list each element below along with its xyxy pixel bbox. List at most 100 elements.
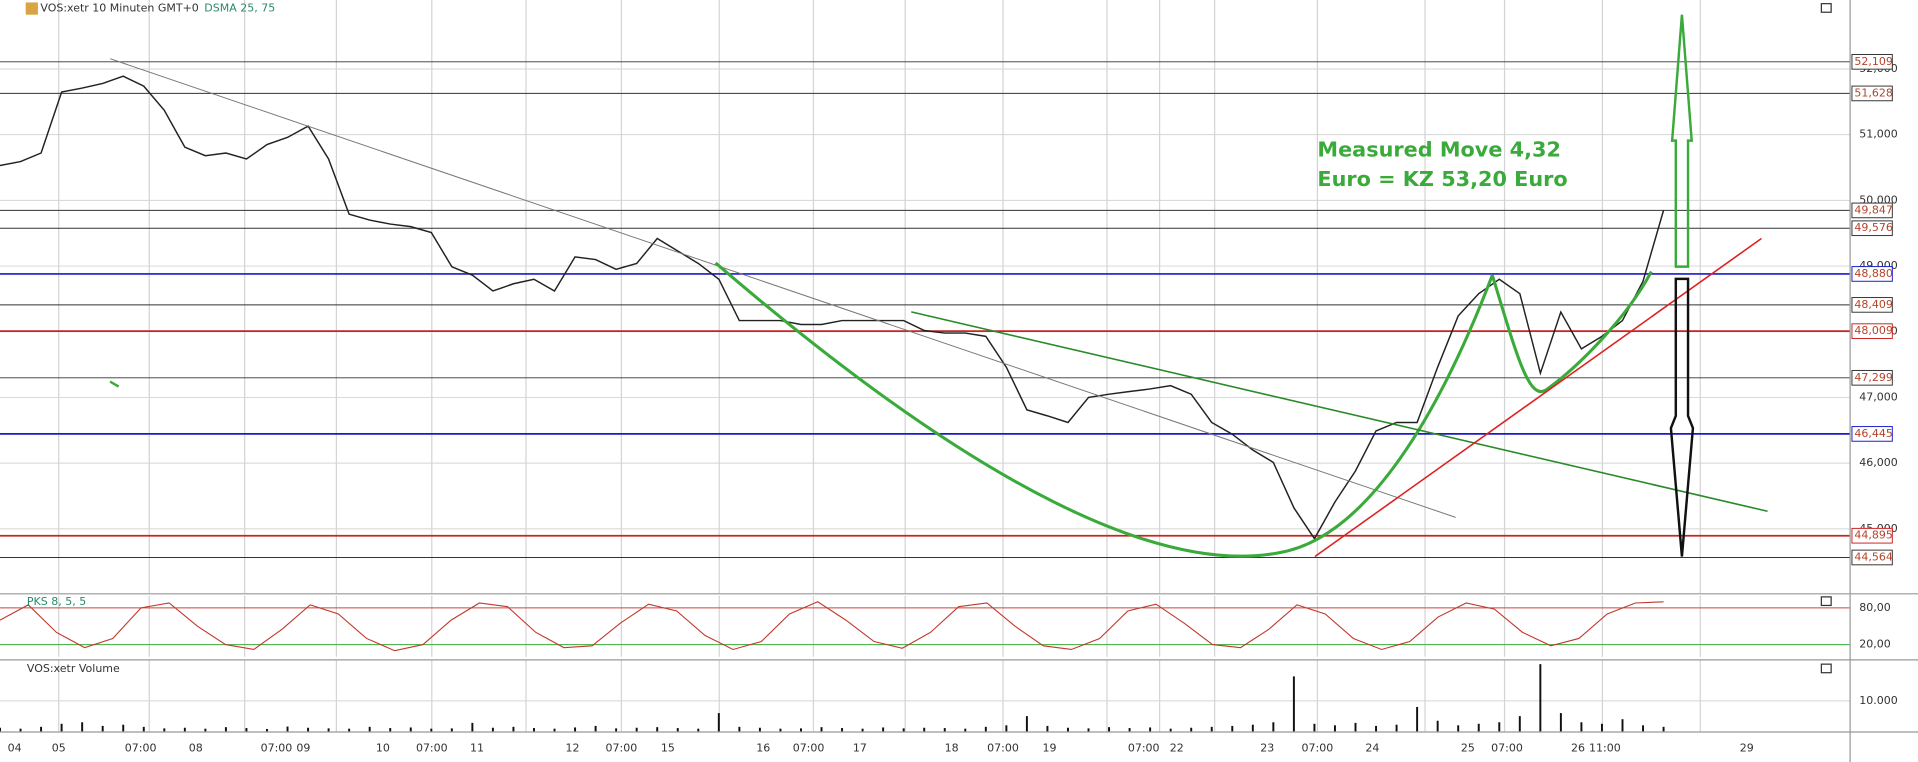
volume-bar: [183, 727, 186, 732]
level-label-box: [1851, 426, 1893, 442]
level-label-box: [1851, 266, 1893, 282]
drawings: [109, 14, 1768, 558]
volume-bar: [1190, 727, 1193, 732]
volume-bar: [738, 726, 741, 732]
volume-bar: [1477, 723, 1480, 732]
volume-bar: [1354, 722, 1357, 732]
symbol-icon[interactable]: [25, 2, 38, 15]
x-tick-label: 05: [52, 742, 66, 755]
level-label-box: [1851, 369, 1893, 386]
volume-bar: [1169, 728, 1172, 732]
volume-bar: [286, 726, 289, 732]
volume-bar: [574, 727, 577, 732]
x-tick-label: 07:00: [416, 742, 448, 755]
volume-bar: [1231, 725, 1234, 732]
volume-bar: [1416, 706, 1419, 732]
volume-bar: [163, 728, 166, 732]
x-tick-label: 23: [1260, 742, 1274, 755]
volume-bar: [1333, 725, 1336, 732]
volume-bar: [635, 727, 638, 732]
x-tick-label: 29: [1740, 742, 1754, 755]
volume-bar: [430, 728, 433, 732]
panel-title: VOS:xetr Volume: [27, 662, 120, 675]
volume-bar: [60, 723, 63, 732]
volume-bar: [224, 727, 227, 732]
volume-bar: [964, 728, 967, 732]
x-tick-label: 07:00: [606, 742, 638, 755]
volume-bar: [266, 728, 268, 732]
volume-bar: [717, 713, 720, 732]
y-tick-label: 20,00: [1859, 638, 1891, 651]
x-tick-label: 07:00: [125, 742, 157, 755]
volume-bar: [1580, 722, 1583, 732]
level-label: 49,847: [1854, 203, 1893, 216]
level-label: 44,895: [1854, 529, 1893, 542]
annotation: Measured Move 4,32: [1317, 137, 1561, 161]
chart-title[interactable]: VOS:xetr 10 Minuten GMT+0: [40, 2, 198, 15]
volume-bar: [1210, 726, 1213, 732]
volume-bar: [1313, 723, 1316, 732]
x-tick-label: 18: [945, 742, 959, 755]
volume-bar: [368, 726, 371, 732]
volume-bar: [902, 728, 905, 732]
volume-bar: [1662, 726, 1665, 732]
volume-bar: [861, 728, 864, 732]
volume-bar: [594, 725, 597, 732]
level-label: 52,109: [1854, 55, 1893, 68]
volume-bar: [656, 727, 659, 732]
volume-bar: [1272, 722, 1275, 732]
volume-bar: [923, 727, 926, 732]
x-tick-label: 10: [376, 742, 390, 755]
x-tick-label: 04: [8, 742, 22, 755]
volume-bar: [553, 728, 556, 732]
volume-bar: [1498, 722, 1501, 732]
level-label: 46,445: [1854, 427, 1893, 440]
volume-bar: [615, 728, 618, 732]
mark-stroke: [109, 380, 120, 388]
x-tick-label: 16: [756, 742, 770, 755]
x-tick-label: 08: [189, 742, 203, 755]
indicator-label[interactable]: DSMA 25, 75: [204, 2, 275, 15]
volume-bar: [348, 728, 351, 732]
volume-bar: [1436, 720, 1439, 732]
volume-bar: [142, 726, 145, 732]
volume-bar: [1087, 728, 1090, 732]
volume-bar: [1600, 723, 1603, 732]
volume-bar: [1539, 664, 1542, 732]
volume-bar: [779, 728, 782, 732]
volume-bar: [1005, 725, 1008, 732]
volume-bar: [512, 726, 515, 732]
level-label-box: [1851, 85, 1893, 102]
volume-bar: [1518, 716, 1521, 732]
volume-bar: [1395, 724, 1398, 732]
price-line: [0, 75, 1665, 541]
marks: [0, 75, 1665, 732]
volume-bar: [1457, 725, 1460, 732]
x-tick-label: 17: [853, 742, 867, 755]
y-tick-label: 10.000: [1859, 694, 1898, 707]
x-tick-label: 11:00: [1589, 742, 1621, 755]
x-tick-label: 19: [1043, 742, 1057, 755]
x-tick-label: 15: [661, 742, 675, 755]
window-icon[interactable]: [1820, 663, 1832, 674]
volume-bar: [1251, 724, 1254, 732]
x-tick-label: 12: [565, 742, 579, 755]
volume-bar: [0, 727, 1, 732]
volume-bar: [450, 728, 453, 732]
window-icon[interactable]: [1820, 3, 1832, 13]
x-tick-label: 07:00: [1491, 742, 1523, 755]
volume-bar: [1621, 719, 1624, 732]
handle-curve: [1490, 270, 1653, 393]
volume-bar: [533, 728, 535, 732]
volume-bar: [19, 728, 22, 732]
x-tick-label: 07:00: [793, 742, 825, 755]
volume-bar: [40, 726, 43, 732]
volume-bar: [122, 724, 125, 732]
volume-bar: [1128, 728, 1131, 732]
window-icon[interactable]: [1820, 596, 1832, 607]
volume-bar: [1066, 727, 1069, 732]
indicator-label[interactable]: PKS 8, 5, 5: [27, 595, 86, 608]
